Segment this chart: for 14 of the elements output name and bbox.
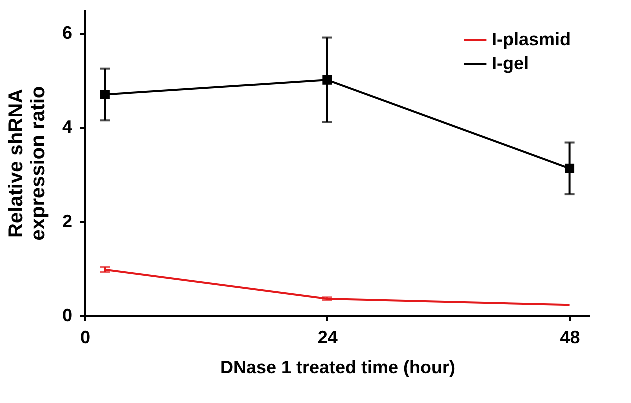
- legend-label: I-plasmid: [492, 30, 572, 50]
- y-tick-label: 2: [62, 211, 72, 232]
- y-tick-label: 0: [62, 306, 72, 326]
- x-tick-label: 48: [560, 328, 580, 348]
- point: [322, 75, 332, 85]
- legend-label: I-gel: [492, 54, 530, 74]
- y-tick-label: 4: [62, 117, 72, 138]
- y-axis-title: Relative shRNA expression ratio: [5, 86, 50, 241]
- point: [100, 90, 110, 100]
- x-tick-label: 0: [80, 328, 91, 348]
- point: [565, 164, 575, 174]
- x-tick-label: 24: [318, 328, 338, 348]
- y-tick-label: 6: [62, 23, 72, 44]
- x-axis-title: DNase 1 treated time (hour): [220, 358, 456, 378]
